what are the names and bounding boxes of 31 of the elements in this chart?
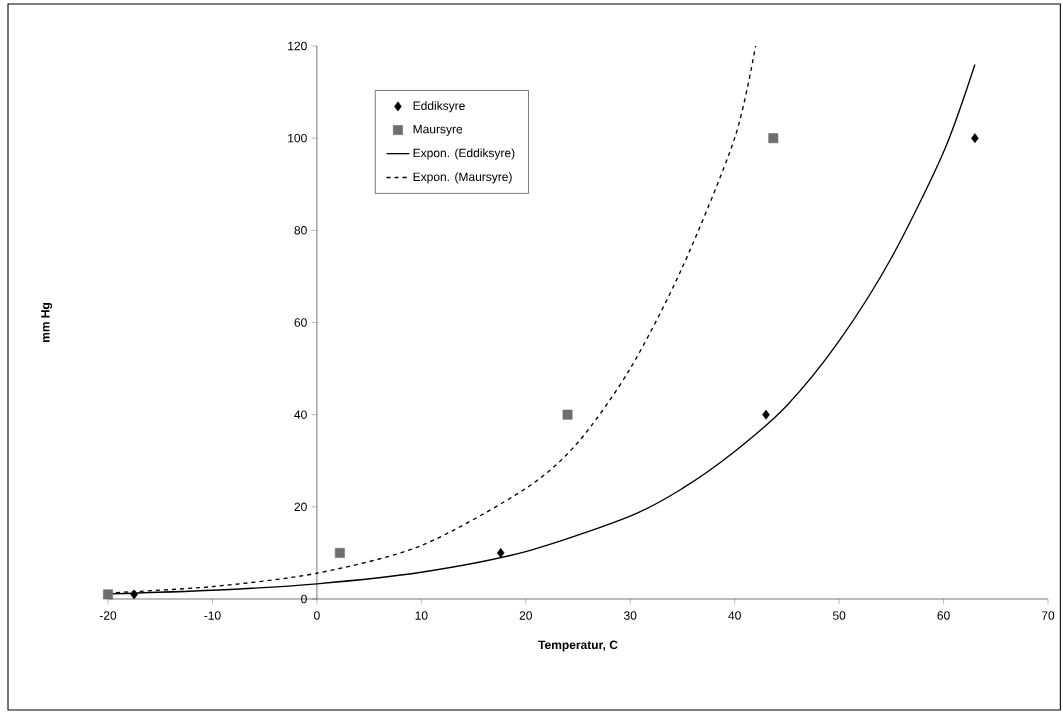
y-tick-label: 40	[294, 410, 307, 419]
y-tick-label: 80	[294, 226, 307, 235]
point	[562, 409, 573, 420]
x-tick-label: 50	[832, 611, 846, 620]
x-tick-label: -20	[99, 611, 117, 620]
y-tick-label: 100	[288, 133, 307, 143]
y-axis-title: mm Hg	[41, 302, 53, 343]
x-tick-label: 70	[1041, 611, 1055, 620]
y-tick-label: 120	[288, 41, 307, 51]
point	[496, 547, 505, 558]
y-tick-label: 0	[301, 594, 307, 604]
x-tick-label: 60	[937, 611, 950, 620]
point	[768, 133, 779, 144]
legend-label: Maursyre	[413, 125, 463, 136]
x-tick-label: 40	[728, 611, 741, 620]
point	[130, 589, 138, 600]
x-tick-label: 0	[314, 611, 320, 620]
y-tick-label: 20	[294, 502, 307, 512]
x-tick-label: -10	[204, 611, 221, 620]
x-axis-title: Temperatur, C	[538, 640, 618, 652]
y-tick-label: 60	[294, 318, 307, 327]
point	[103, 589, 113, 600]
legend-label: Eddiksyre	[413, 101, 465, 113]
point	[971, 133, 979, 144]
x-tick-label: 30	[624, 611, 637, 620]
x-tick-label: 10	[415, 611, 428, 620]
legend-label: Expon. (Maursyre)	[413, 172, 512, 184]
point	[334, 547, 345, 558]
legend-label: Expon. (Eddiksyre)	[413, 148, 515, 160]
point	[762, 409, 770, 420]
x-tick-label: 20	[519, 611, 532, 620]
